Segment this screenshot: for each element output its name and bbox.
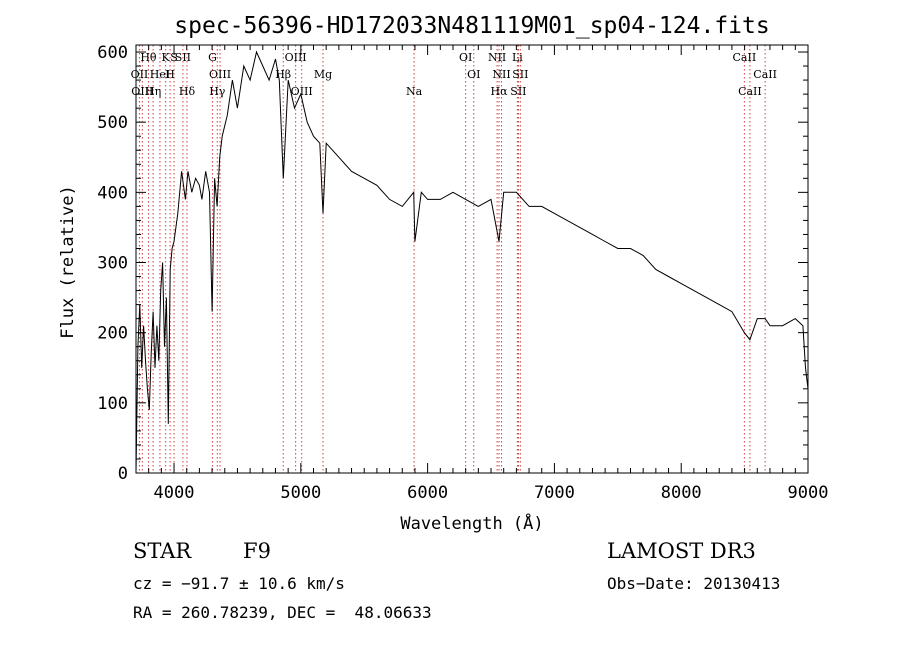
line-marker-label: Hη xyxy=(145,85,161,98)
x-tick-label: 5000 xyxy=(280,483,321,503)
redshift-velocity: cz = −91.7 ± 10.6 km/s xyxy=(133,574,345,593)
chart-title: spec-56396-HD172033N481119M01_sp04-124.f… xyxy=(174,13,769,39)
observation-date: Obs−Date: 20130413 xyxy=(607,574,781,593)
flux-series-line xyxy=(135,50,809,474)
y-tick-label: 400 xyxy=(97,183,128,203)
x-tick-label: 9000 xyxy=(788,483,829,503)
object-class: STAR xyxy=(133,539,192,563)
y-tick-label: 200 xyxy=(97,324,128,344)
x-axis-label: Wavelength (Å) xyxy=(400,512,543,534)
y-tick-label: 500 xyxy=(97,113,128,133)
y-tick-label: 600 xyxy=(97,43,128,63)
line-marker-label: HeI xyxy=(150,68,170,81)
y-axis: 0 100 200 300 400 500 600 xyxy=(97,43,808,484)
y-tick-label: 300 xyxy=(97,254,128,274)
line-marker-label: G xyxy=(208,51,217,64)
line-markers xyxy=(138,45,766,473)
line-marker-labels: HθOIIOIIIKHeIHηSHHδSIIOIIIHγGHβOIIIOIIIM… xyxy=(131,51,777,98)
line-marker-label: Hα xyxy=(490,85,508,98)
line-marker-label: Li xyxy=(512,51,523,64)
coordinates: RA = 260.78239, DEC = 48.06633 xyxy=(133,603,432,622)
line-marker-label: NII xyxy=(488,51,506,64)
line-marker-label: OI xyxy=(467,68,480,81)
y-tick-label: 100 xyxy=(97,394,128,414)
x-tick-label: 7000 xyxy=(534,483,575,503)
x-axis: 4000 5000 6000 7000 8000 9000 xyxy=(148,45,829,503)
plot-frame xyxy=(135,44,809,474)
line-marker-label: SII xyxy=(175,51,191,64)
line-marker-label: CaII xyxy=(738,85,762,98)
line-marker-label: SII xyxy=(512,68,528,81)
line-marker-label: K xyxy=(162,51,171,64)
line-marker-label: Mg xyxy=(314,68,332,81)
object-subclass: F9 xyxy=(243,539,271,563)
x-tick-label: 8000 xyxy=(661,483,702,503)
line-marker-label: CaII xyxy=(733,51,757,64)
line-marker-label: Hγ xyxy=(209,85,226,98)
line-marker-label: OII xyxy=(131,68,149,81)
line-marker-label: OIII xyxy=(291,85,313,98)
line-marker-label: CaII xyxy=(753,68,777,81)
line-marker-label: OIII xyxy=(285,51,307,64)
line-marker-label: Hθ xyxy=(140,51,157,64)
x-tick-label: 6000 xyxy=(407,483,448,503)
survey-name: LAMOST DR3 xyxy=(607,539,756,563)
line-marker-label: Hδ xyxy=(179,85,196,98)
line-marker-label: SII xyxy=(510,85,526,98)
line-marker-label: NII xyxy=(492,68,510,81)
y-tick-label: 0 xyxy=(118,464,128,484)
line-marker-label: OI xyxy=(459,51,472,64)
line-marker-label: Na xyxy=(406,85,423,98)
line-marker-label: H xyxy=(165,68,175,81)
y-axis-label: Flux (relative) xyxy=(58,185,78,339)
line-marker-label: OIII xyxy=(131,85,153,98)
line-marker-label: OIII xyxy=(209,68,231,81)
line-marker-label: S xyxy=(170,51,178,64)
x-tick-label: 4000 xyxy=(154,483,195,503)
